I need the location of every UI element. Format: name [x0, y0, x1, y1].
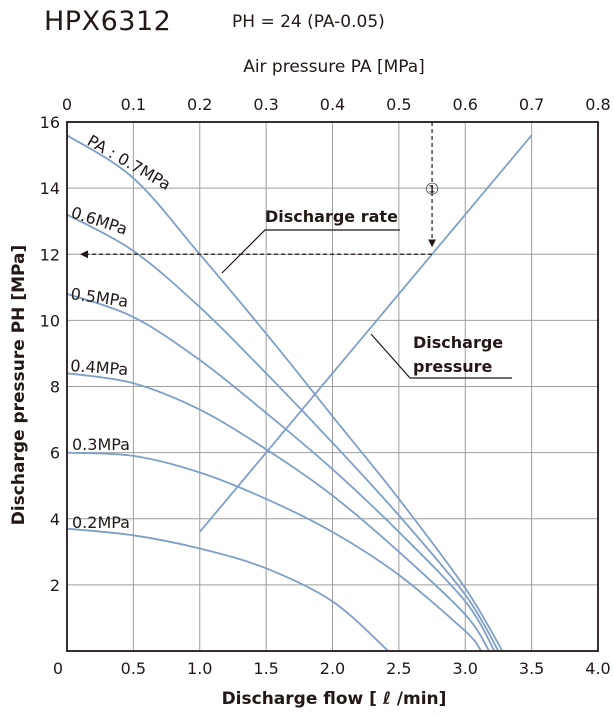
- x-tick-label: 1.5: [253, 659, 278, 678]
- performance-curve: [66, 527, 389, 652]
- x2-tick-label: 0.2: [187, 95, 212, 114]
- curve-label: 0.5MPa: [69, 284, 129, 311]
- curve-label: PA : 0.7MPa: [84, 131, 174, 194]
- y-axis-title: Discharge pressure PH [MPa]: [9, 245, 29, 526]
- y-tick-label: 6: [50, 444, 60, 463]
- grid: [67, 122, 598, 651]
- x2-tick-label: 0.7: [519, 95, 544, 114]
- x2-axis-title: Air pressure PA [MPa]: [243, 57, 425, 77]
- annotations: PA : 0.7MPa 0.6MPa 0.5MPa 0.4MPa 0.3MPa 0.2MP…: [69, 122, 512, 532]
- discharge-pressure-label: Discharge: [413, 333, 503, 352]
- curve-label: 0.2MPa: [72, 513, 130, 532]
- curve-label: 0.3MPa: [72, 435, 130, 454]
- x-tick-label: 3.5: [519, 659, 544, 678]
- pressure-formula: PH = 24 (PA-0.05): [232, 12, 385, 32]
- curve-label: 0.4MPa: [70, 356, 129, 379]
- x2-tick-label: 0.8: [585, 95, 610, 114]
- y-tick-label: 12: [40, 245, 60, 264]
- y-tick-label: 10: [40, 311, 60, 330]
- performance-curve: [66, 134, 504, 652]
- model-name: HPX6312: [44, 6, 172, 37]
- discharge-pressure-label: pressure: [413, 357, 493, 376]
- x-tick-label: 1.0: [187, 659, 212, 678]
- x2-tick-label: 0: [62, 95, 72, 114]
- discharge-pressure-line: [199, 134, 533, 533]
- performance-curve: [66, 293, 496, 652]
- origin-tick-label: 0: [53, 659, 63, 678]
- curve-label: 0.6MPa: [69, 203, 130, 239]
- curves: [66, 134, 533, 652]
- y-tick-label: 4: [50, 510, 60, 529]
- performance-curve: [66, 213, 500, 652]
- x2-tick-label: 0.5: [386, 95, 411, 114]
- x-tick-label: 2.0: [320, 659, 345, 678]
- performance-curve: [66, 451, 482, 652]
- discharge-rate-label: Discharge rate: [265, 207, 398, 226]
- plot-frame: [66, 121, 599, 652]
- x-tick-label: 4.0: [585, 659, 610, 678]
- example-marker: ①: [425, 180, 439, 199]
- x2-tick-label: 0.6: [453, 95, 478, 114]
- x-tick-label: 0.5: [121, 659, 146, 678]
- performance-curve: [66, 372, 490, 652]
- x2-tick-label: 0.3: [253, 95, 278, 114]
- x-axis-title: Discharge flow [ ℓ /min]: [222, 689, 447, 709]
- x-tick-label: 3.0: [453, 659, 478, 678]
- y-tick-label: 14: [40, 179, 60, 198]
- y-tick-label: 8: [50, 378, 60, 397]
- x2-tick-label: 0.1: [121, 95, 146, 114]
- y-tick-label: 16: [40, 113, 60, 132]
- y-tick-label: 2: [50, 576, 60, 595]
- x2-tick-label: 0.4: [320, 95, 345, 114]
- discharge-pressure-leader: [370, 333, 512, 379]
- discharge-rate-leader: [221, 229, 400, 274]
- x-tick-label: 2.5: [386, 659, 411, 678]
